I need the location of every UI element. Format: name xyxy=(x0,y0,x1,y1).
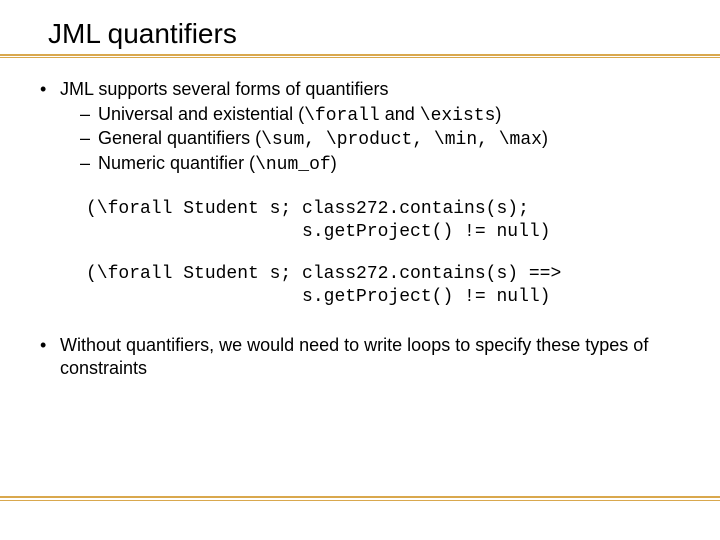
code-1-line-2: s.getProject() != null) xyxy=(86,222,550,242)
sub-1-code1: \forall xyxy=(304,106,380,126)
sub-3-code: \num_of xyxy=(255,155,331,175)
sub-2-code: \sum, \product, \min, \max xyxy=(261,130,542,150)
sub-1: Universal and existential (\forall and \… xyxy=(80,103,680,128)
code-2-line-2: s.getProject() != null) xyxy=(86,287,550,307)
bullet-1-text: JML supports several forms of quantifier… xyxy=(60,79,388,99)
sub-2: General quantifiers (\sum, \product, \mi… xyxy=(80,127,680,152)
sub-3-post: ) xyxy=(331,153,337,173)
bullet-2-text: Without quantifiers, we would need to wr… xyxy=(60,335,648,378)
title-area: JML quantifiers xyxy=(0,0,720,50)
title-rule xyxy=(0,54,720,56)
sub-1-pre: Universal and existential ( xyxy=(98,104,304,124)
sub-list: Universal and existential (\forall and \… xyxy=(60,103,680,177)
sub-1-code2: \exists xyxy=(420,106,496,126)
code-block-2: (\forall Student s; class272.contains(s)… xyxy=(86,263,680,308)
footer-rule xyxy=(0,496,720,498)
footer-rule-thin xyxy=(0,500,720,501)
bullet-list: JML supports several forms of quantifier… xyxy=(40,78,680,379)
sub-1-mid: and xyxy=(380,104,420,124)
bullet-2: Without quantifiers, we would need to wr… xyxy=(40,334,680,379)
slide-body: JML supports several forms of quantifier… xyxy=(0,58,720,379)
sub-2-post: ) xyxy=(542,128,548,148)
slide-title: JML quantifiers xyxy=(48,18,720,50)
sub-3-pre: Numeric quantifier ( xyxy=(98,153,255,173)
code-block-1: (\forall Student s; class272.contains(s)… xyxy=(86,198,680,243)
slide: JML quantifiers JML supports several for… xyxy=(0,0,720,540)
sub-2-pre: General quantifiers ( xyxy=(98,128,261,148)
code-1-line-1: (\forall Student s; class272.contains(s)… xyxy=(86,199,529,219)
sub-1-post: ) xyxy=(495,104,501,124)
code-2-line-1: (\forall Student s; class272.contains(s)… xyxy=(86,264,561,284)
sub-3: Numeric quantifier (\num_of) xyxy=(80,152,680,177)
code-examples: (\forall Student s; class272.contains(s)… xyxy=(86,198,680,308)
bullet-1: JML supports several forms of quantifier… xyxy=(40,78,680,308)
